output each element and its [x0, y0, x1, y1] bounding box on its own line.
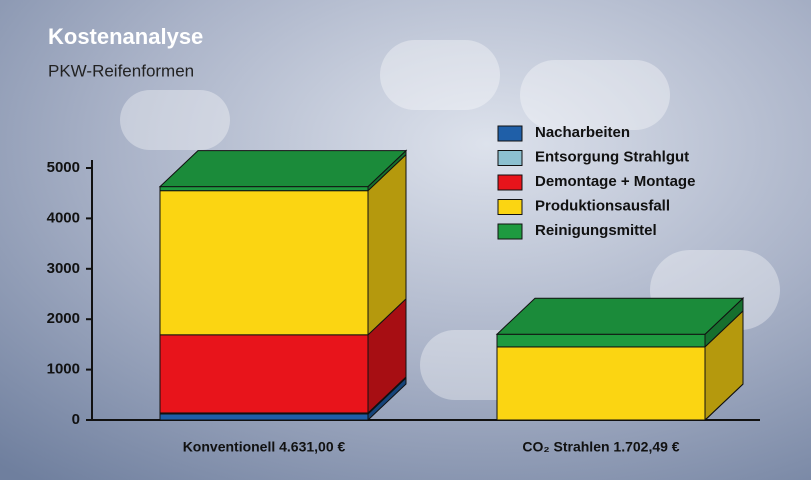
- chart-subtitle: PKW-Reifenformen: [48, 61, 194, 80]
- y-tick-label: 2000: [47, 310, 80, 327]
- bar-segment: [497, 334, 705, 347]
- y-tick-label: 0: [72, 411, 80, 428]
- legend-swatch: [498, 175, 522, 190]
- bar-segment: [160, 187, 368, 191]
- y-tick-label: 5000: [47, 159, 80, 176]
- chart-title: Kostenanalyse: [48, 24, 203, 49]
- bar-top: [497, 298, 743, 334]
- legend-label: Demontage + Montage: [535, 173, 695, 190]
- legend-swatch: [498, 224, 522, 239]
- legend-swatch: [498, 151, 522, 166]
- y-tick-label: 4000: [47, 209, 80, 226]
- legend-label: Reinigungsmittel: [535, 222, 657, 239]
- bar-segment: [497, 347, 705, 420]
- x-tick-label: CO₂ Strahlen 1.702,49 €: [522, 439, 679, 455]
- chart: Kostenanalyse PKW-Reifenformen 0 1000 2000…: [0, 0, 811, 480]
- legend-label: Nacharbeiten: [535, 124, 630, 141]
- y-tick-label: 1000: [47, 361, 80, 378]
- legend-label: Produktionsausfall: [535, 197, 670, 214]
- y-tick-label: 3000: [47, 260, 80, 277]
- legend-label: Entsorgung Strahlgut: [535, 148, 689, 165]
- bar-segment: [160, 335, 368, 413]
- x-tick-label: Konventionell 4.631,00 €: [183, 439, 346, 455]
- legend-swatch: [498, 126, 522, 141]
- bar-segment: [160, 191, 368, 335]
- bar-top: [160, 151, 406, 187]
- legend-swatch: [498, 200, 522, 215]
- bar-segment: [160, 414, 368, 420]
